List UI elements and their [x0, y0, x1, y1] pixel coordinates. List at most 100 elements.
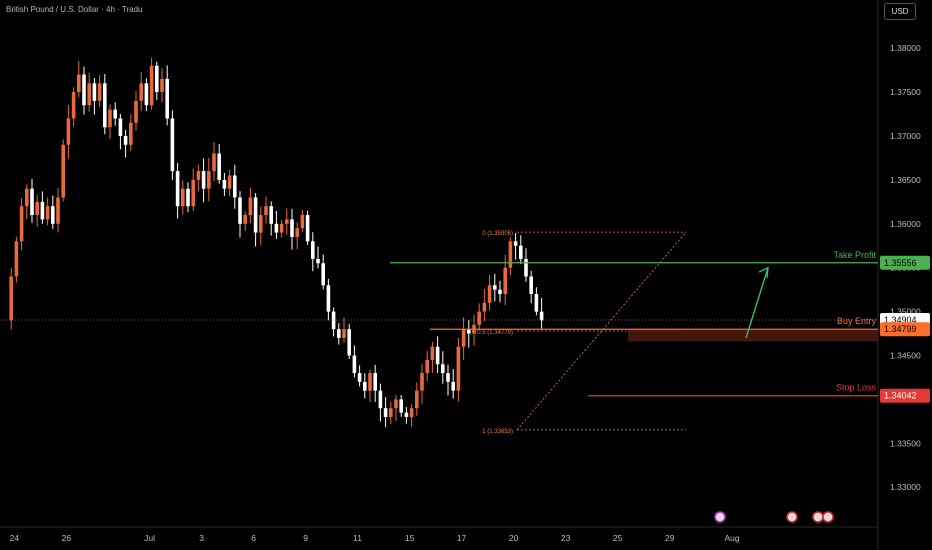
entry-zone — [628, 329, 878, 342]
candle-body — [56, 197, 60, 224]
candle-body — [290, 219, 294, 237]
candle-body — [71, 92, 76, 119]
y-tick-label: 1.37000 — [890, 131, 921, 141]
candle-body — [186, 188, 190, 207]
candle-body — [196, 171, 201, 180]
candle-body — [451, 381, 455, 391]
candle-body — [477, 311, 481, 325]
fib-level-label: 0 (1.35905) — [482, 231, 513, 237]
candle-body — [35, 201, 39, 216]
candle-body — [513, 241, 518, 246]
take-profit-label: Take Profit — [833, 250, 876, 260]
candle-body — [175, 171, 180, 207]
candle-body — [326, 285, 331, 312]
y-tick-label: 1.37500 — [890, 87, 921, 97]
candle-body — [61, 144, 65, 198]
y-tick-label: 1.35000 — [890, 307, 921, 317]
y-tick-label: 1.33000 — [890, 482, 921, 492]
projection-arrowhead — [758, 266, 769, 279]
x-tick-label: Jul — [144, 533, 155, 543]
candle-body — [508, 241, 513, 268]
candle-body — [467, 329, 471, 334]
candle-body — [363, 381, 367, 391]
last-price-tag: 1.34904 — [884, 315, 917, 325]
projection-arrow — [745, 267, 769, 339]
candle-body — [420, 373, 424, 391]
currency-button[interactable]: USD — [884, 3, 916, 20]
candle-body — [503, 267, 507, 295]
candle-body — [383, 408, 388, 417]
x-tick-label: 6 — [251, 533, 256, 543]
candle-body — [389, 408, 393, 417]
event-flag-icon[interactable] — [812, 511, 824, 523]
x-tick-label: 29 — [665, 533, 675, 543]
candle-body — [519, 245, 523, 259]
candle-body — [207, 171, 211, 189]
candle-body — [415, 390, 419, 409]
candle-body — [378, 390, 383, 409]
candle-body — [243, 215, 247, 224]
buy-entry-label: Buy Entry — [837, 316, 877, 326]
candle-body — [201, 171, 206, 189]
candle-body — [66, 118, 71, 145]
candle-body — [347, 329, 351, 356]
x-tick-label: 26 — [62, 533, 72, 543]
fib-trend-line — [516, 231, 687, 431]
candle-body — [342, 329, 346, 338]
y-tick-label: 1.36500 — [890, 175, 921, 185]
candle-body — [399, 399, 403, 413]
candle-body — [441, 364, 445, 374]
candle-body — [134, 100, 138, 123]
candle-body — [165, 78, 169, 119]
stop-loss-price-tag-bg — [880, 388, 930, 403]
x-tick-label: 3 — [199, 533, 204, 543]
candle-body — [269, 206, 273, 224]
candle-body — [14, 241, 19, 277]
buy-entry-price-tag-bg — [880, 322, 930, 337]
candle-body — [373, 373, 377, 391]
candle-body — [9, 276, 13, 321]
x-tick-label: Aug — [724, 533, 739, 543]
candle-body — [77, 74, 81, 93]
buy-entry-price-tag: 1.34799 — [884, 324, 917, 334]
event-flag-icon[interactable] — [714, 511, 726, 523]
candle-body — [233, 175, 237, 198]
x-tick-label: 11 — [353, 533, 362, 543]
candle-body — [160, 78, 164, 93]
candle-body — [456, 346, 461, 391]
stop-loss-price-tag: 1.34042 — [884, 391, 917, 401]
candle-body — [539, 311, 544, 321]
y-tick-label: 1.33500 — [890, 438, 921, 448]
event-flag-icon[interactable] — [786, 511, 798, 523]
candle-body — [144, 83, 149, 106]
take-profit-price-tag-bg — [880, 255, 930, 270]
candle-body — [352, 355, 357, 374]
x-tick-label: 23 — [561, 533, 571, 543]
candle-body — [430, 346, 435, 360]
candle-body — [103, 83, 107, 128]
candle-body — [274, 223, 279, 233]
x-tick-label: 20 — [509, 533, 519, 543]
candle-body — [300, 215, 305, 229]
candle-body — [493, 285, 497, 290]
symbol-title: British Pound / U.S. Dollar · 4h · Tradu — [6, 5, 143, 14]
candle-body — [357, 373, 362, 382]
candle-body — [222, 179, 227, 189]
candle-body — [181, 188, 185, 207]
candle-body — [92, 83, 97, 101]
event-flag-icon[interactable] — [822, 511, 834, 523]
candle-body — [238, 197, 242, 224]
candle-body — [113, 109, 117, 119]
candle-body — [97, 83, 102, 101]
candle-body — [305, 215, 310, 242]
candle-body — [212, 153, 216, 172]
candle-body — [87, 83, 91, 106]
x-tick-label: 9 — [303, 533, 308, 543]
candle-body — [259, 215, 263, 233]
candle-body — [394, 399, 398, 409]
y-tick-label: 1.36000 — [890, 219, 921, 229]
candle-body — [149, 65, 154, 106]
candle-body — [534, 294, 539, 312]
candle-body — [217, 153, 221, 180]
